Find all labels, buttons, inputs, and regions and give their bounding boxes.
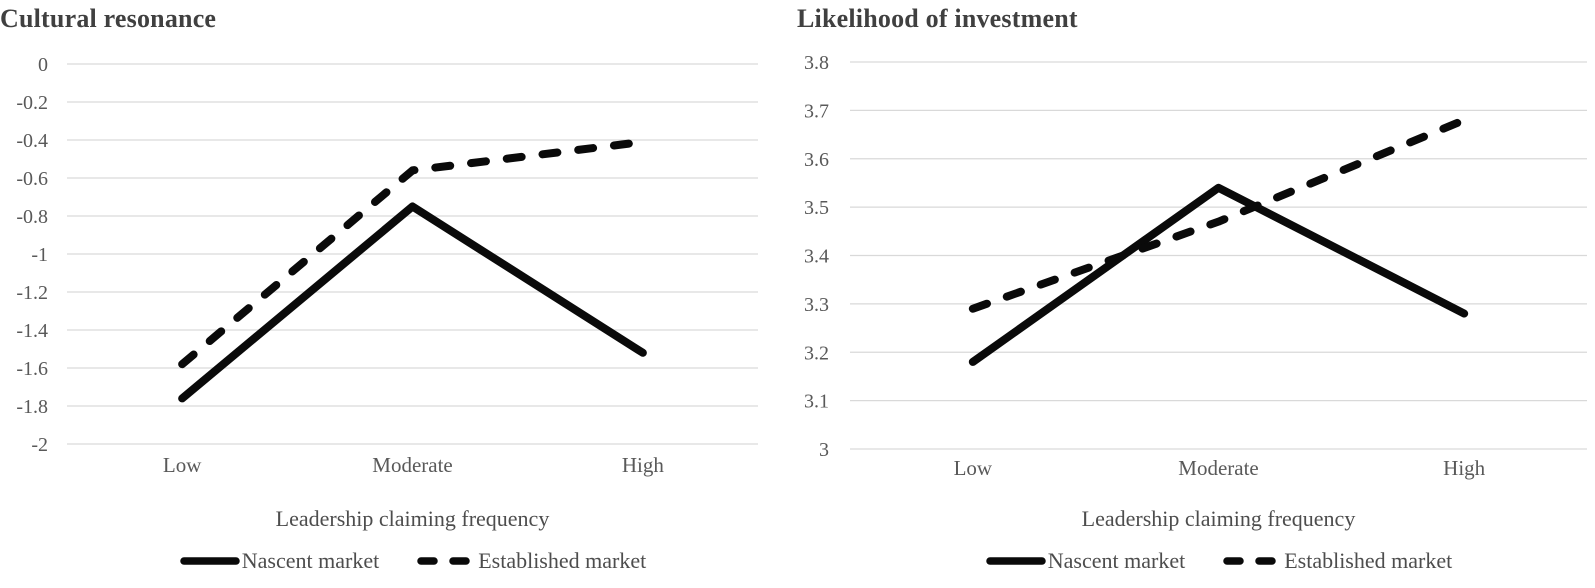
chart-likelihood-of-investment: Likelihood of investment 3.8 3.7 3.6 3.5 3.4… [797, 0, 1595, 588]
chart-legend: Nascent market Established market [850, 548, 1587, 574]
series-line-nascent-market [968, 183, 1469, 366]
y-tick-label: -0.2 [16, 92, 48, 114]
dashed-line-swatch-icon [417, 557, 477, 565]
y-tick-label: -1.8 [16, 396, 48, 418]
y-tick-label: 3.4 [804, 246, 829, 268]
legend-label: Established market [478, 548, 647, 573]
chart-legend: Nascent market Established market [67, 548, 758, 574]
x-tick-high: High [1443, 456, 1486, 480]
plot-area: 3.8 3.7 3.6 3.5 3.4 3.3 3.2 3.1 3 [804, 52, 1587, 461]
chart-title: Likelihood of investment [797, 4, 1078, 33]
y-tick-label: 3.7 [804, 100, 829, 122]
solid-line-swatch-icon [180, 557, 240, 565]
y-tick-label: 3 [819, 439, 829, 461]
chart-cultural-resonance: Cultural resonance 0 -0.2 -0.4 -0.6 -0.8 -1 -1… [0, 0, 797, 588]
series-line-established-market [968, 116, 1469, 313]
x-tick-moderate: Moderate [1178, 456, 1259, 480]
y-tick-label: -1.2 [16, 282, 48, 304]
y-tick-label: -1.6 [16, 358, 48, 380]
legend-item-established: Established market [415, 548, 646, 574]
y-tick-label: 3.6 [804, 149, 829, 171]
legend-item-nascent: Nascent market [985, 548, 1185, 574]
chart-title: Cultural resonance [0, 4, 217, 33]
x-axis-title: Leadership claiming frequency [1081, 506, 1356, 531]
y-tick-label: 3.8 [804, 52, 829, 74]
x-tick-high: High [621, 453, 664, 477]
y-tick-label: 3.3 [804, 294, 829, 316]
solid-line-swatch-icon [986, 557, 1046, 565]
x-tick-low: Low [953, 456, 993, 480]
y-tick-label: -0.8 [16, 206, 48, 228]
x-axis-title: Leadership claiming frequency [275, 506, 550, 531]
x-tick-moderate: Moderate [372, 453, 453, 477]
dashed-line-swatch-icon [1223, 557, 1283, 565]
y-tick-label: 3.2 [804, 342, 829, 364]
legend-label: Nascent market [241, 548, 380, 573]
y-tick-label: -0.4 [16, 130, 48, 152]
y-tick-label: 3.5 [804, 197, 829, 219]
series-line-nascent-market [178, 202, 647, 403]
y-tick-label: -1.4 [16, 320, 48, 342]
plot-area: 0 -0.2 -0.4 -0.6 -0.8 -1 -1.2 -1.4 -1.6 -1.8 -2 [16, 54, 758, 456]
legend-label: Established market [1284, 548, 1453, 573]
legend-label: Nascent market [1047, 548, 1186, 573]
y-tick-label: 3.1 [804, 391, 829, 413]
legend-item-established: Established market [1221, 548, 1452, 574]
x-tick-low: Low [162, 453, 202, 477]
legend-item-nascent: Nascent market [179, 548, 379, 574]
y-tick-label: 0 [38, 54, 48, 76]
y-tick-label: -2 [31, 434, 48, 456]
series-line-established-market [178, 137, 647, 369]
y-tick-label: -0.6 [16, 168, 48, 190]
y-tick-label: -1 [31, 244, 48, 266]
